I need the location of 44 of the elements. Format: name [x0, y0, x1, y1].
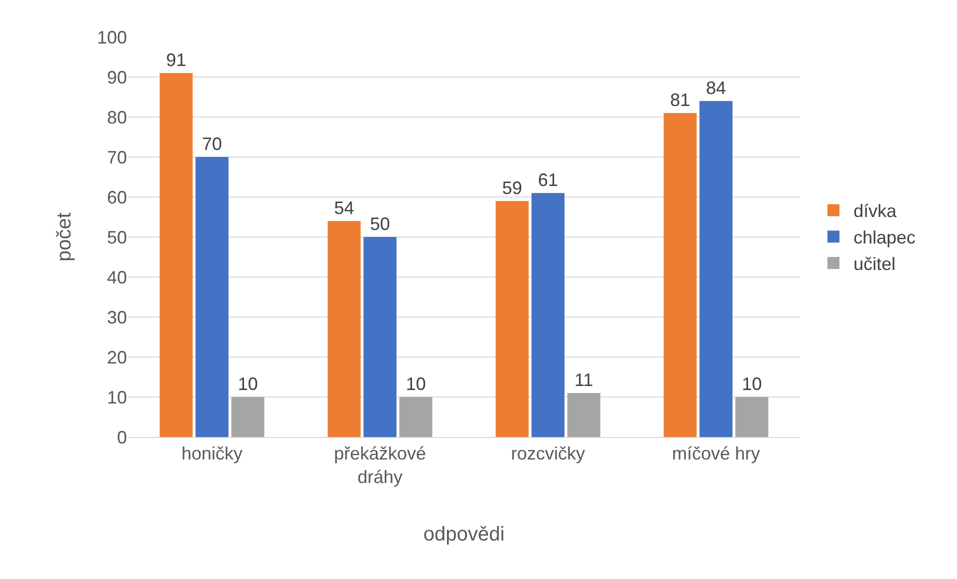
y-tick-label: 60 [106, 187, 127, 208]
x-axis-title: odpovědi [423, 524, 505, 546]
x-tick-label: honičky [181, 444, 243, 464]
bar [196, 157, 228, 437]
y-tick-label: 30 [106, 307, 127, 328]
y-tick-label: 100 [96, 27, 127, 48]
data-label: 11 [574, 370, 594, 390]
bar [399, 397, 432, 437]
bar [231, 397, 264, 437]
x-tick-label: překážkové dráhy [334, 444, 426, 487]
data-label: 10 [742, 374, 762, 394]
bar [735, 397, 768, 437]
y-tick-label: 80 [106, 107, 127, 128]
y-tick-label: 20 [106, 347, 127, 368]
y-tick-label: 0 [116, 427, 127, 448]
bar [700, 101, 732, 437]
data-label: 50 [370, 214, 390, 234]
bar [664, 113, 697, 437]
bar [364, 237, 396, 437]
data-label: 10 [406, 374, 426, 394]
data-label: 84 [706, 78, 726, 98]
bar [496, 201, 529, 437]
bar [328, 221, 361, 437]
y-axis-title: počet [53, 212, 76, 262]
y-tick-label: 70 [106, 147, 127, 168]
y-tick-label: 40 [106, 267, 127, 288]
y-tick-label: 10 [106, 387, 127, 408]
data-label: 54 [334, 198, 354, 218]
x-tick-label: rozcvičky [510, 444, 586, 464]
data-label: 70 [202, 134, 222, 154]
legend-label: učitel [853, 254, 896, 274]
y-tick-label: 50 [106, 227, 127, 248]
legend-label: dívka [853, 201, 898, 222]
bar [567, 393, 600, 437]
bar [532, 193, 564, 437]
data-label: 61 [538, 170, 558, 190]
y-tick-label: 90 [106, 67, 127, 88]
x-tick-label: míčové hry [672, 444, 760, 464]
legend-label: chlapec [853, 228, 916, 248]
data-label: 91 [166, 50, 186, 70]
data-label: 81 [670, 90, 690, 110]
data-label: 59 [502, 178, 522, 198]
bar [160, 73, 193, 437]
data-label: 10 [238, 374, 258, 394]
